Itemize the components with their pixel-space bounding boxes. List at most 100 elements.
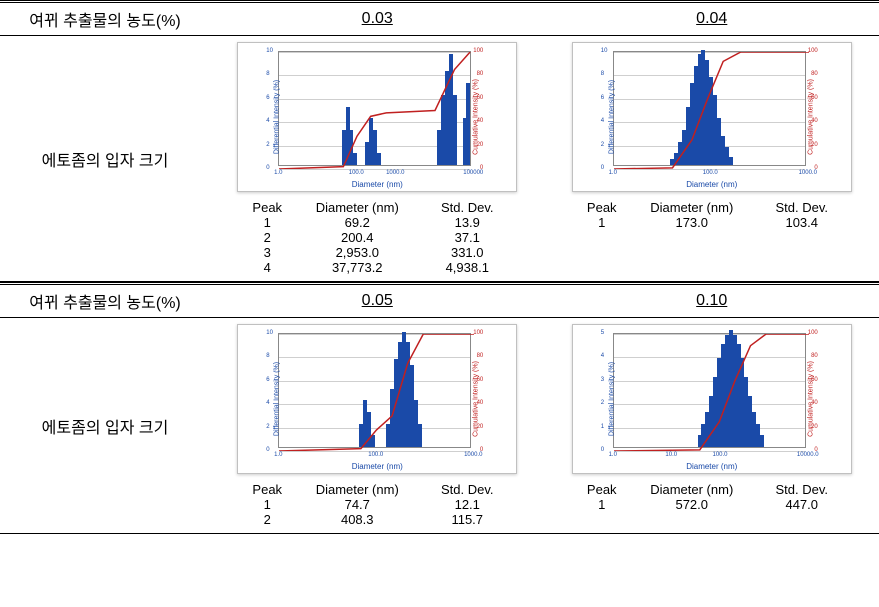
peak-diameter: 69.2	[292, 215, 422, 230]
peak-header-c1: Peak	[242, 482, 292, 497]
ytick-right: 60	[811, 377, 818, 383]
xtick: 1.0	[609, 170, 617, 176]
ytick-right: 40	[811, 118, 818, 124]
ytick-right: 80	[477, 353, 484, 359]
xtick: 100.0	[368, 452, 383, 458]
cumulative-line	[614, 52, 809, 169]
peak-stddev: 37.1	[422, 230, 512, 245]
ytick-right: 20	[811, 424, 818, 430]
x-axis-label: Diameter (nm)	[238, 462, 516, 471]
x-axis-label: Diameter (nm)	[573, 462, 851, 471]
ytick-left: 10	[601, 48, 608, 54]
ytick-right: 60	[477, 95, 484, 101]
chart-row-2: 에토좀의 입자 크기 Differential Intensity (%)Cum…	[0, 318, 879, 534]
xtick: 10.0	[665, 452, 677, 458]
peak-table: PeakDiameter (nm)Std. Dev.1173.0103.4	[577, 200, 847, 230]
conc-col-1: 0.04	[545, 3, 879, 35]
xtick: 10000.0	[797, 452, 819, 458]
x-axis-label: Diameter (nm)	[238, 180, 516, 189]
xtick: 1000.0	[464, 452, 482, 458]
peak-row: 1173.0103.4	[577, 215, 847, 230]
peak-header-c2: Diameter (nm)	[627, 200, 757, 215]
conc-col-2: 0.05	[210, 285, 545, 317]
peak-stddev: 4,938.1	[422, 260, 512, 275]
ytick-left: 4	[266, 400, 269, 406]
peak-num: 3	[242, 245, 292, 260]
peak-stddev: 115.7	[422, 512, 512, 527]
peak-num: 1	[577, 215, 627, 230]
ytick-left: 2	[601, 400, 604, 406]
peak-row: 2408.3115.7	[242, 512, 512, 527]
ytick-right: 40	[477, 400, 484, 406]
ytick-right: 100	[808, 48, 818, 54]
ytick-right: 60	[811, 95, 818, 101]
xtick: 1.0	[274, 452, 282, 458]
y-axis-left-label: Differential Intensity (%)	[274, 362, 281, 436]
ytick-right: 100	[473, 330, 483, 336]
peak-header-c3: Std. Dev.	[757, 200, 847, 215]
peak-diameter: 572.0	[627, 497, 757, 512]
xtick: 1.0	[609, 452, 617, 458]
peak-table: PeakDiameter (nm)Std. Dev.169.213.92200.…	[242, 200, 512, 275]
xtick: 1000.0	[386, 170, 404, 176]
header-row-2: 여뀌 추출물의 농도(%) 0.05 0.10	[0, 282, 879, 318]
ytick-right: 40	[811, 400, 818, 406]
ytick-left: 4	[266, 118, 269, 124]
ytick-right: 40	[477, 118, 484, 124]
panel-0: Differential Intensity (%)Cumulative Int…	[210, 36, 545, 281]
ytick-right: 80	[477, 71, 484, 77]
conc-col-3: 0.10	[545, 285, 879, 317]
peak-row: 32,953.0331.0	[242, 245, 512, 260]
xtick: 100.0	[703, 170, 718, 176]
chart-row-1: 에토좀의 입자 크기 Differential Intensity (%)Cum…	[0, 36, 879, 282]
dls-chart: Differential Intensity (%)Cumulative Int…	[572, 42, 852, 192]
ytick-left: 0	[266, 447, 269, 453]
peak-table: PeakDiameter (nm)Std. Dev.174.712.12408.…	[242, 482, 512, 527]
chart-row-label-2: 에토좀의 입자 크기	[0, 318, 210, 533]
peak-table: PeakDiameter (nm)Std. Dev.1572.0447.0	[577, 482, 847, 512]
peak-header-c1: Peak	[577, 482, 627, 497]
xtick: 100000	[463, 170, 483, 176]
ytick-left: 3	[601, 377, 604, 383]
ytick-left: 4	[601, 353, 604, 359]
ytick-right: 20	[477, 424, 484, 430]
y-axis-left-label: Differential Intensity (%)	[608, 80, 615, 154]
ytick-right: 100	[473, 48, 483, 54]
ytick-left: 6	[266, 95, 269, 101]
peak-stddev: 447.0	[757, 497, 847, 512]
peak-header-c1: Peak	[577, 200, 627, 215]
ytick-left: 10	[266, 48, 273, 54]
peak-num: 1	[242, 215, 292, 230]
ytick-right: 100	[808, 330, 818, 336]
ytick-left: 0	[601, 165, 604, 171]
peak-diameter: 2,953.0	[292, 245, 422, 260]
peak-header-c2: Diameter (nm)	[292, 200, 422, 215]
peak-num: 2	[242, 512, 292, 527]
figure-table: 여뀌 추출물의 농도(%) 0.03 0.04 에토좀의 입자 크기 Diffe…	[0, 0, 879, 534]
peak-diameter: 37,773.2	[292, 260, 422, 275]
peak-header-c2: Diameter (nm)	[292, 482, 422, 497]
ytick-left: 8	[601, 71, 604, 77]
panel-3: Differential Intensity (%)Cumulative Int…	[545, 318, 879, 533]
ytick-left: 10	[266, 330, 273, 336]
peak-stddev: 331.0	[422, 245, 512, 260]
peak-num: 4	[242, 260, 292, 275]
cumulative-line	[279, 52, 474, 169]
ytick-left: 2	[266, 424, 269, 430]
panel-2: Differential Intensity (%)Cumulative Int…	[210, 318, 545, 533]
peak-row: 437,773.24,938.1	[242, 260, 512, 275]
peak-header-c1: Peak	[242, 200, 292, 215]
dls-chart: Differential Intensity (%)Cumulative Int…	[237, 324, 517, 474]
peak-stddev: 103.4	[757, 215, 847, 230]
header-row-1: 여뀌 추출물의 농도(%) 0.03 0.04	[0, 0, 879, 36]
peak-header-c3: Std. Dev.	[422, 482, 512, 497]
ytick-left: 2	[266, 142, 269, 148]
peak-num: 1	[242, 497, 292, 512]
ytick-right: 60	[477, 377, 484, 383]
peak-header-c3: Std. Dev.	[757, 482, 847, 497]
ytick-right: 80	[811, 71, 818, 77]
xtick: 1000.0	[799, 170, 817, 176]
row-label: 여뀌 추출물의 농도(%)	[0, 3, 210, 35]
chart-row-label: 에토좀의 입자 크기	[0, 36, 210, 281]
peak-row: 1572.0447.0	[577, 497, 847, 512]
